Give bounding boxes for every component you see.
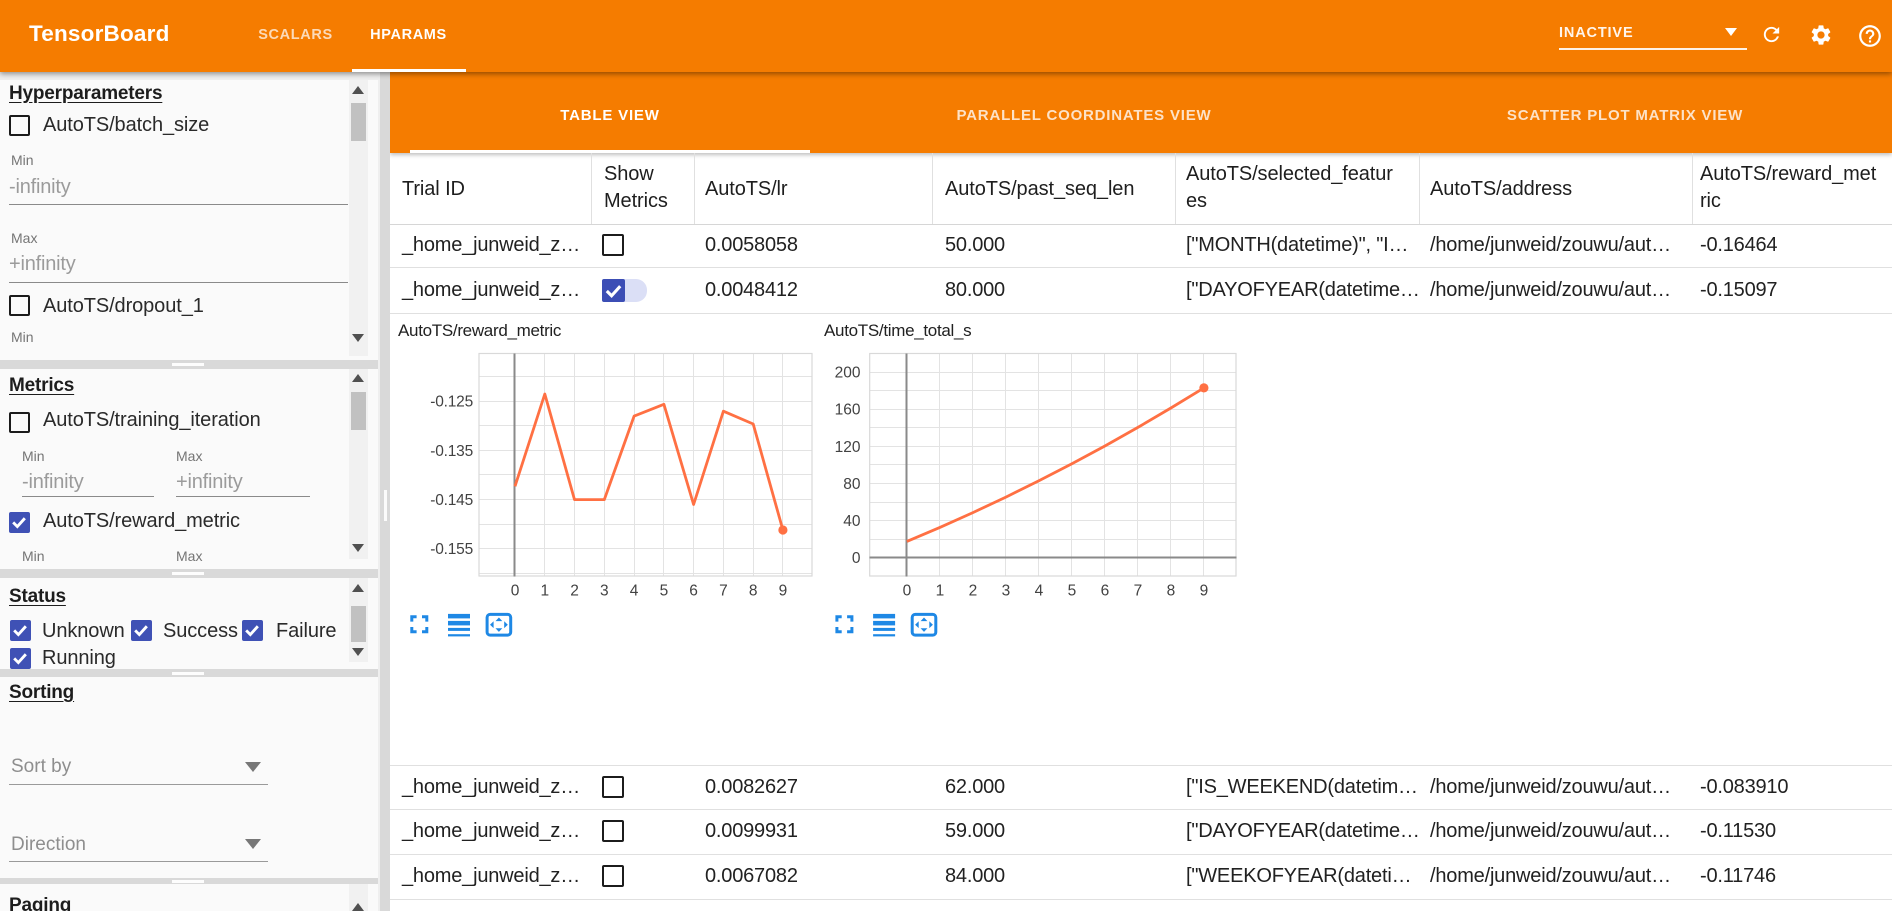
svg-text:9: 9 xyxy=(779,583,788,600)
svg-text:AutoTS/time_total_s: AutoTS/time_total_s xyxy=(824,321,971,340)
svg-text:6: 6 xyxy=(689,583,698,600)
svg-text:3: 3 xyxy=(1002,583,1011,600)
svg-text:6: 6 xyxy=(1101,583,1110,600)
svg-text:-0.135: -0.135 xyxy=(430,443,473,460)
svg-text:2: 2 xyxy=(570,583,579,600)
svg-text:40: 40 xyxy=(843,513,861,530)
svg-text:9: 9 xyxy=(1200,583,1209,600)
svg-text:3: 3 xyxy=(600,583,609,600)
svg-text:7: 7 xyxy=(1134,583,1143,600)
svg-text:-0.145: -0.145 xyxy=(430,492,473,509)
svg-text:4: 4 xyxy=(630,583,639,600)
svg-text:8: 8 xyxy=(1167,583,1176,600)
svg-text:200: 200 xyxy=(835,365,861,382)
svg-text:0: 0 xyxy=(903,583,912,600)
svg-text:5: 5 xyxy=(660,583,669,600)
svg-text:1: 1 xyxy=(936,583,945,600)
svg-text:2: 2 xyxy=(969,583,978,600)
svg-text:120: 120 xyxy=(835,439,861,456)
svg-text:8: 8 xyxy=(749,583,758,600)
svg-text:80: 80 xyxy=(843,476,861,493)
svg-text:7: 7 xyxy=(719,583,728,600)
svg-text:5: 5 xyxy=(1068,583,1077,600)
svg-text:AutoTS/reward_metric: AutoTS/reward_metric xyxy=(398,321,562,340)
svg-text:4: 4 xyxy=(1035,583,1044,600)
svg-text:0: 0 xyxy=(852,550,861,567)
svg-text:-0.125: -0.125 xyxy=(430,394,473,411)
svg-text:0: 0 xyxy=(511,583,520,600)
svg-text:-0.155: -0.155 xyxy=(430,541,473,558)
svg-text:160: 160 xyxy=(835,402,861,419)
svg-text:1: 1 xyxy=(540,583,549,600)
